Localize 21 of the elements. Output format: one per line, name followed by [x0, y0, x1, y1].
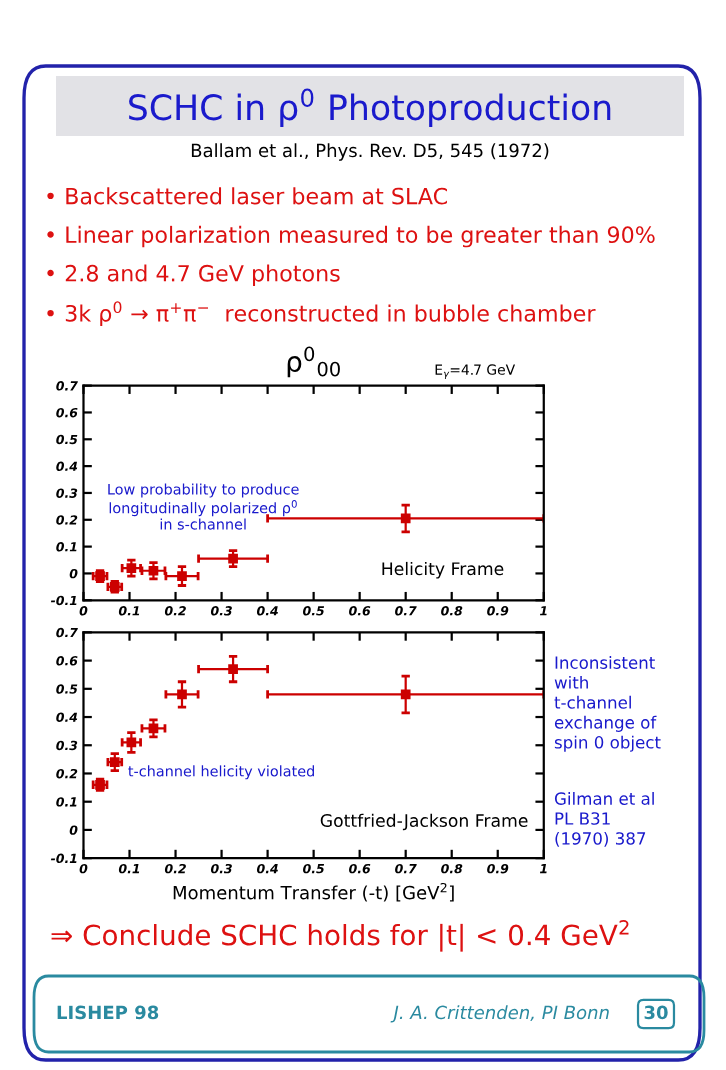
annotation: Gottfried-Jackson Frame	[320, 813, 528, 831]
text: • Linear polarization measured to be greater than 90%	[47, 225, 655, 248]
point	[400, 689, 411, 700]
text: • 2.8 and 4.7 GeV photons	[47, 264, 340, 286]
text: J. A. Crittenden, PI Bonn	[390, 1005, 609, 1023]
text: Ballam et al., Phys. Rev. D5, 545 (1972)	[191, 143, 549, 161]
text: 30	[644, 1005, 668, 1020]
point	[228, 664, 238, 674]
point	[400, 513, 411, 524]
chart-title: ρ$^{0}$$_{00}$	[287, 346, 340, 378]
point	[177, 689, 187, 700]
text: • Backscattered laser beam at SLAC	[47, 187, 447, 205]
text: ⇒ Conclude SCHC holds for |t| < 0.4 GeV$^{2}$	[51, 920, 629, 952]
text: Inconsistent with t-channel exchange of spin 0 object	[554, 656, 661, 752]
text: SCHC in ρ$^{0}$ Photoproduction	[129, 88, 611, 128]
x-axis-title: Momentum Transfer (-t) [GeV$^{2}$]	[173, 882, 454, 902]
text: LISHEP 98	[57, 1005, 159, 1020]
annotation: Helicity Frame	[382, 561, 504, 579]
text: • 3k ρ$^{0}$ → π$^{+}$π$^{−}$ reconstructed in bubble chamber	[47, 301, 596, 327]
point	[177, 571, 187, 581]
text: Gilman et al PL B31 (1970) 387	[554, 792, 654, 847]
